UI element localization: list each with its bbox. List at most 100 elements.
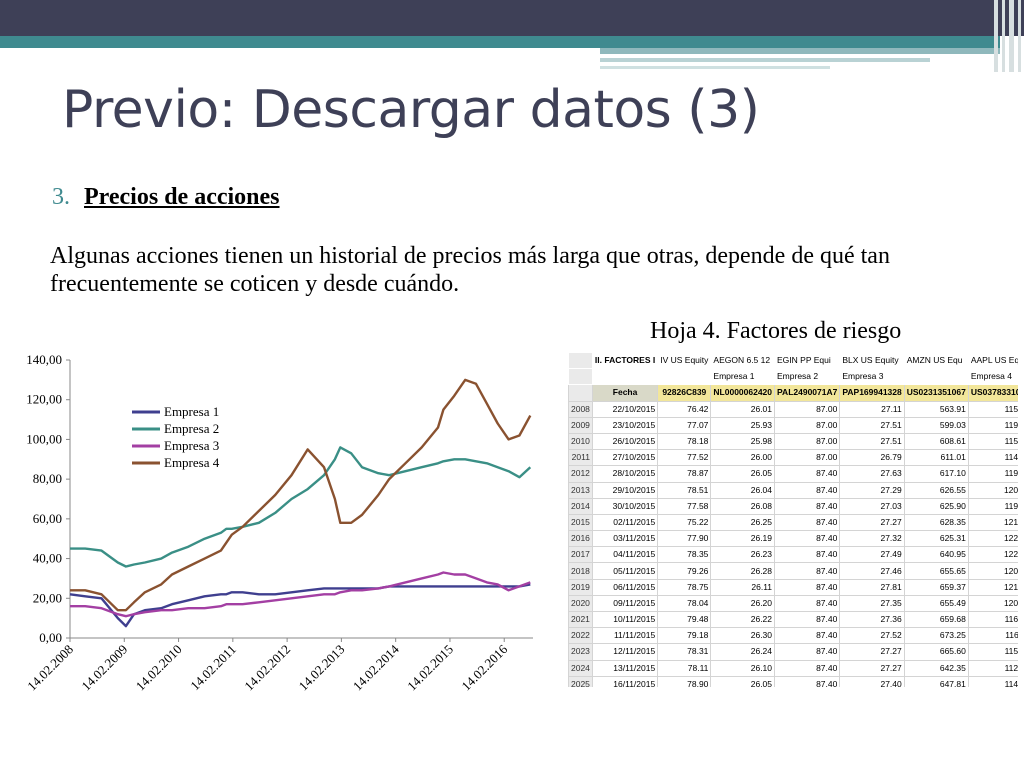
x-tick-label: 14.02.2009 [78, 642, 130, 694]
row-number [568, 384, 593, 402]
sheet-cell: 563.91 [903, 400, 969, 418]
sheet-cell: 27.27 [839, 659, 905, 677]
sheet-cell: 87.40 [774, 643, 841, 661]
y-tick-label: 0,00 [39, 630, 62, 645]
sheet-cell: BLX US Equity [839, 352, 905, 370]
row-number: 2025 [568, 675, 593, 687]
sheet-cell: 09/11/2015 [591, 594, 659, 613]
row-number: 2010 [568, 432, 593, 451]
sheet-cell: 628.35 [903, 513, 969, 532]
accent-stripe-4 [600, 66, 830, 69]
sheet-cell: 115.72 [967, 643, 1018, 661]
sheet-cell: 06/11/2015 [591, 578, 659, 596]
y-tick-label: 60,00 [33, 511, 62, 526]
sheet-cell: 26.10 [710, 659, 776, 677]
sheet-cell: US0231351067 [903, 384, 969, 402]
row-number: 2017 [568, 546, 593, 564]
section-number: 3. [52, 184, 70, 210]
sheet-row: 2016 03/11/2015 77.90 26.19 87.40 27.32 625.31… [568, 530, 1018, 548]
sheet-cell: 92826C839 [657, 384, 712, 402]
sheet-cell: 121.18 [967, 513, 1018, 532]
sheet-cell: 78.18 [657, 432, 712, 451]
sheet-cell: 26.79 [839, 449, 905, 467]
sheet-row: 2024 13/11/2015 78.11 26.10 87.40 27.27 642.35… [568, 659, 1018, 677]
row-number: 2024 [568, 659, 593, 677]
sheet-cell: II. FACTORES I [591, 352, 659, 370]
sheet-cell: 27.51 [839, 432, 905, 451]
sheet-cell: 87.40 [774, 513, 841, 532]
row-number: 2022 [568, 627, 593, 645]
sheet-cell: 642.35 [903, 659, 969, 677]
series-line-empresa-3 [70, 571, 531, 618]
sheet-cell: 114.18 [967, 675, 1018, 687]
decorative-vertical-bars [992, 0, 1024, 72]
sheet-row: Empresa 1 Empresa 2 Empresa 3 Empresa 4 [568, 368, 1018, 386]
sheet-cell: 03/11/2015 [591, 530, 659, 548]
sheet-cell: 05/11/2015 [591, 562, 659, 580]
sheet-cell: 29/10/2015 [591, 481, 659, 499]
sheet-cell: 26.28 [710, 562, 776, 580]
sheet-cell: 116.77 [967, 610, 1018, 629]
sheet-cell: AAPL US Equ [967, 352, 1018, 370]
section-heading: 3. Precios de acciones [52, 184, 280, 211]
y-tick-label: 140,00 [26, 352, 62, 367]
sheet-cell: AEGON 6.5 12 [710, 352, 776, 370]
x-tick-label: 14.02.2008 [24, 642, 76, 694]
row-number: 2009 [568, 416, 593, 434]
sheet-cell: 611.01 [903, 449, 969, 467]
sheet-cell: IV US Equity [657, 352, 712, 370]
sheet-cell: 26.20 [710, 594, 776, 613]
sheet-cell: EGIN PP Equi [774, 352, 841, 370]
sheet-cell: 26.04 [710, 481, 776, 499]
sheet-cell: 30/10/2015 [591, 497, 659, 515]
sheet-cell: 27.81 [839, 578, 905, 596]
sheet-cell: Empresa 2 [774, 368, 841, 386]
row-number: 2011 [568, 449, 593, 467]
sheet-cell: 87.40 [774, 546, 841, 564]
sheet-cell: 640.95 [903, 546, 969, 564]
x-tick-label: 14.02.2011 [187, 642, 239, 694]
sheet-cell: 23/10/2015 [591, 416, 659, 434]
sheet-cell: Empresa 3 [839, 368, 905, 386]
accent-stripe-2 [600, 48, 1000, 54]
sheet-cell: 119.08 [967, 416, 1018, 434]
section-title: Precios de acciones [84, 184, 280, 210]
y-tick-label: 20,00 [33, 590, 62, 605]
spreadsheet-table: II. FACTORES I IV US Equity AEGON 6.5 12 EG… [568, 352, 1018, 687]
sheet-cell: 655.49 [903, 594, 969, 613]
legend-label: Empresa 1 [164, 404, 219, 419]
y-tick-label: 80,00 [33, 471, 62, 486]
sheet-cell: PAL2490071A7 [774, 384, 841, 402]
row-number: 2012 [568, 465, 593, 483]
sheet-cell: 26.25 [710, 513, 776, 532]
row-number [568, 352, 593, 370]
x-tick-label: 14.02.2016 [458, 641, 510, 693]
sheet-cell: 87.00 [774, 416, 841, 434]
sheet-cell: 79.48 [657, 610, 712, 629]
sheet-cell: 27.11 [839, 400, 905, 418]
x-tick-label: 14.02.2014 [350, 641, 402, 693]
sheet-cell: 659.37 [903, 578, 969, 596]
sheet-cell: NL0000062420 [710, 384, 776, 402]
y-tick-label: 120,00 [26, 392, 62, 407]
sheet-cell: 120.57 [967, 594, 1018, 613]
sheet-cell: 26.05 [710, 465, 776, 483]
sheet-cell: 26.08 [710, 497, 776, 515]
sheet-row: 2008 22/10/2015 76.42 26.01 87.00 27.11 563.91… [568, 400, 1018, 418]
sheet-cell: 87.40 [774, 610, 841, 629]
sheet-cell: 26.11 [710, 578, 776, 596]
sheet-cell: 114.55 [967, 449, 1018, 467]
sheet-cell: 673.25 [903, 627, 969, 645]
sheet-cell: 27.40 [839, 675, 905, 687]
top-bar [0, 0, 1024, 36]
sheet-cell: 04/11/2015 [591, 546, 659, 564]
series-line-empresa-2 [70, 446, 532, 568]
sheet-cell: 87.00 [774, 432, 841, 451]
sheet-cell: 87.40 [774, 530, 841, 548]
sheet-cell: 79.18 [657, 627, 712, 645]
spreadsheet-screenshot: II. FACTORES I IV US Equity AEGON 6.5 12 EG… [568, 352, 1018, 687]
sheet-cell: 25.98 [710, 432, 776, 451]
x-tick-label: 14.02.2010 [133, 642, 185, 694]
sheet-row: 2018 05/11/2015 79.26 26.28 87.40 27.46 655.65… [568, 562, 1018, 580]
sheet-cell: 27.03 [839, 497, 905, 515]
